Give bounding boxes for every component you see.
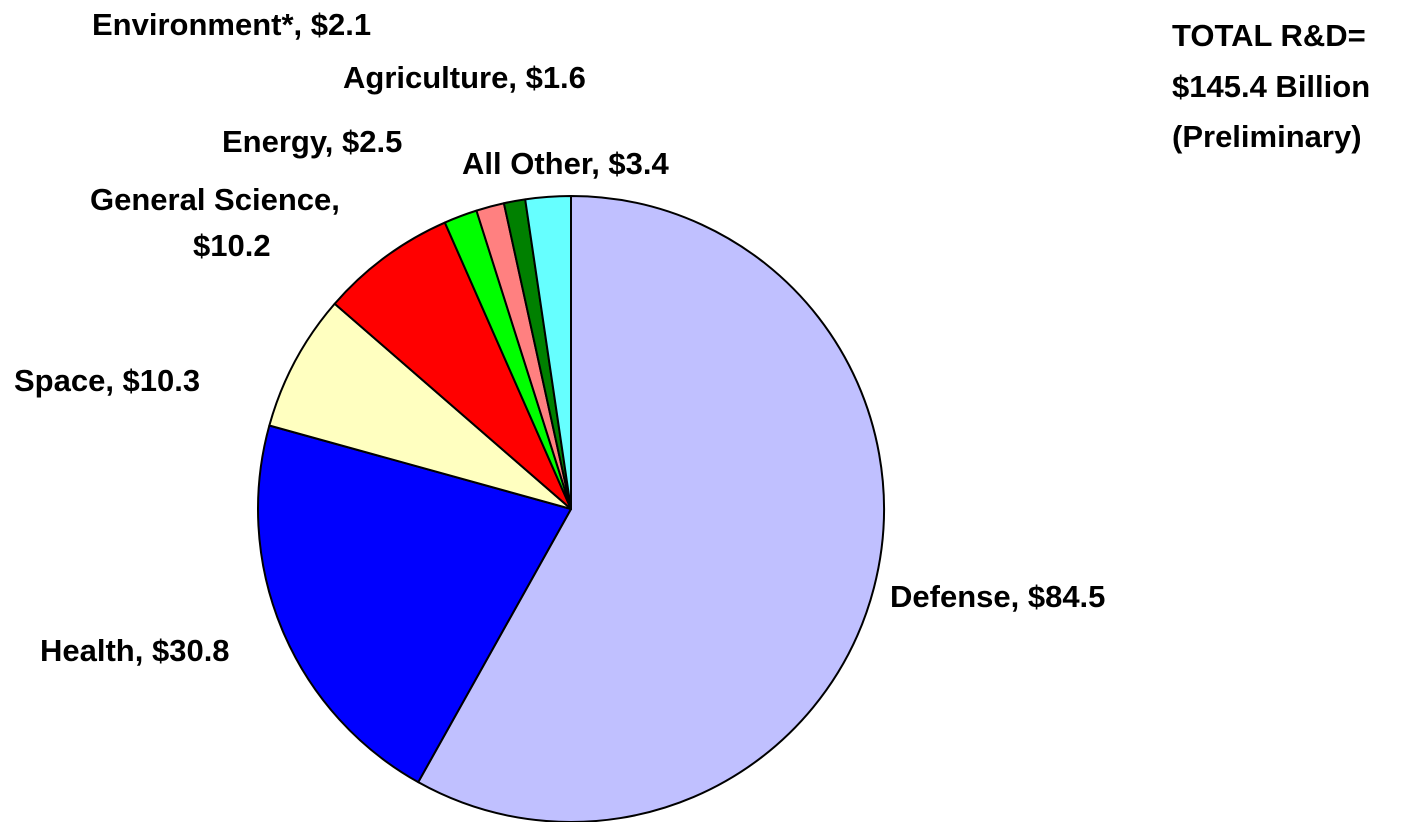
pie-slices [257, 195, 885, 822]
total-annotation-line-3: (Preliminary) [1172, 119, 1362, 154]
pie-slice-space [268, 302, 572, 510]
pie-slice-general-science [333, 221, 572, 510]
slice-label-health: Health, $30.8 [40, 633, 230, 668]
slice-label-defense: Defense, $84.5 [890, 579, 1105, 614]
total-annotation-line-2: $145.4 Billion [1172, 69, 1370, 104]
slice-label-all-other: All Other, $3.4 [462, 146, 670, 181]
slice-label-general-science-line-1: General Science, [90, 182, 340, 217]
slice-label-agriculture: Agriculture, $1.6 [343, 60, 586, 95]
slice-label-space: Space, $10.3 [14, 363, 200, 398]
total-annotation-line-1: TOTAL R&D= [1172, 18, 1366, 53]
slice-label-environment: Environment*, $2.1 [92, 7, 371, 42]
pie-slice-all-other [524, 195, 572, 510]
pie-slice-health [257, 424, 572, 784]
slice-labels: Defense, $84.5 Health, $30.8 Space, $10.… [14, 7, 1105, 668]
total-annotation: TOTAL R&D= $145.4 Billion (Preliminary) [1172, 18, 1370, 154]
slice-label-general-science: General Science, $10.2 [90, 182, 349, 263]
slice-label-general-science-line-2: $10.2 [193, 228, 271, 263]
slice-label-energy: Energy, $2.5 [222, 124, 402, 159]
